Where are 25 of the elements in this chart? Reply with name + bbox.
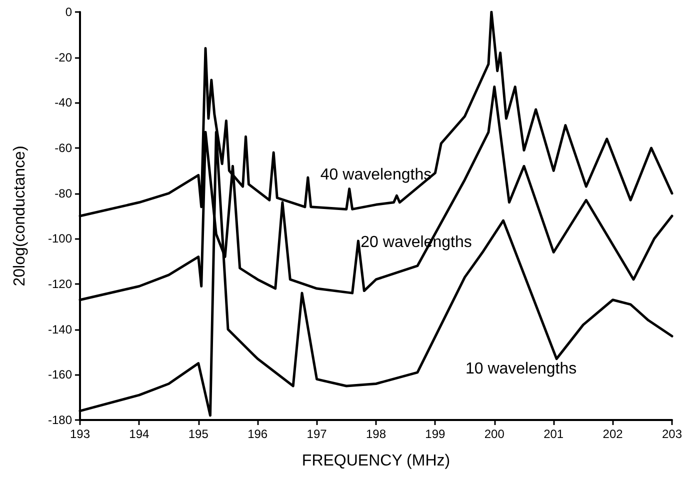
y-axis-title: 20log(conductance) [12,146,28,286]
x-tick-label: 194 [129,427,150,441]
x-axis-title: FREQUENCY (MHz) [302,452,450,470]
y-tick-label: -40 [54,96,72,110]
x-tick-label: 199 [425,427,446,441]
y-tick-label: -20 [54,50,72,64]
y-tick-label: 0 [65,5,72,19]
x-tick-label: 203 [662,427,682,441]
x-tick-label: 201 [544,427,564,441]
x-tick-label: 198 [366,427,386,441]
x-tick-label: 196 [248,427,268,441]
y-tick-label: -160 [48,368,72,382]
y-tick-label: -60 [54,141,72,155]
x-tick-label: 197 [306,427,328,441]
y-tick-label: -100 [48,232,72,246]
series-label: 40 wavelengths [320,166,432,184]
y-tick-label: -140 [48,322,72,336]
y-tick-label: -80 [54,186,72,200]
x-tick-label: 195 [188,427,209,441]
x-tick-label: 200 [484,427,505,441]
y-tick-label: -180 [48,413,72,427]
y-tick-label: -120 [48,277,72,291]
x-tick-label: 202 [602,427,624,441]
x-tick-label: 193 [70,427,90,441]
series-label: 10 wavelengths [465,360,577,378]
